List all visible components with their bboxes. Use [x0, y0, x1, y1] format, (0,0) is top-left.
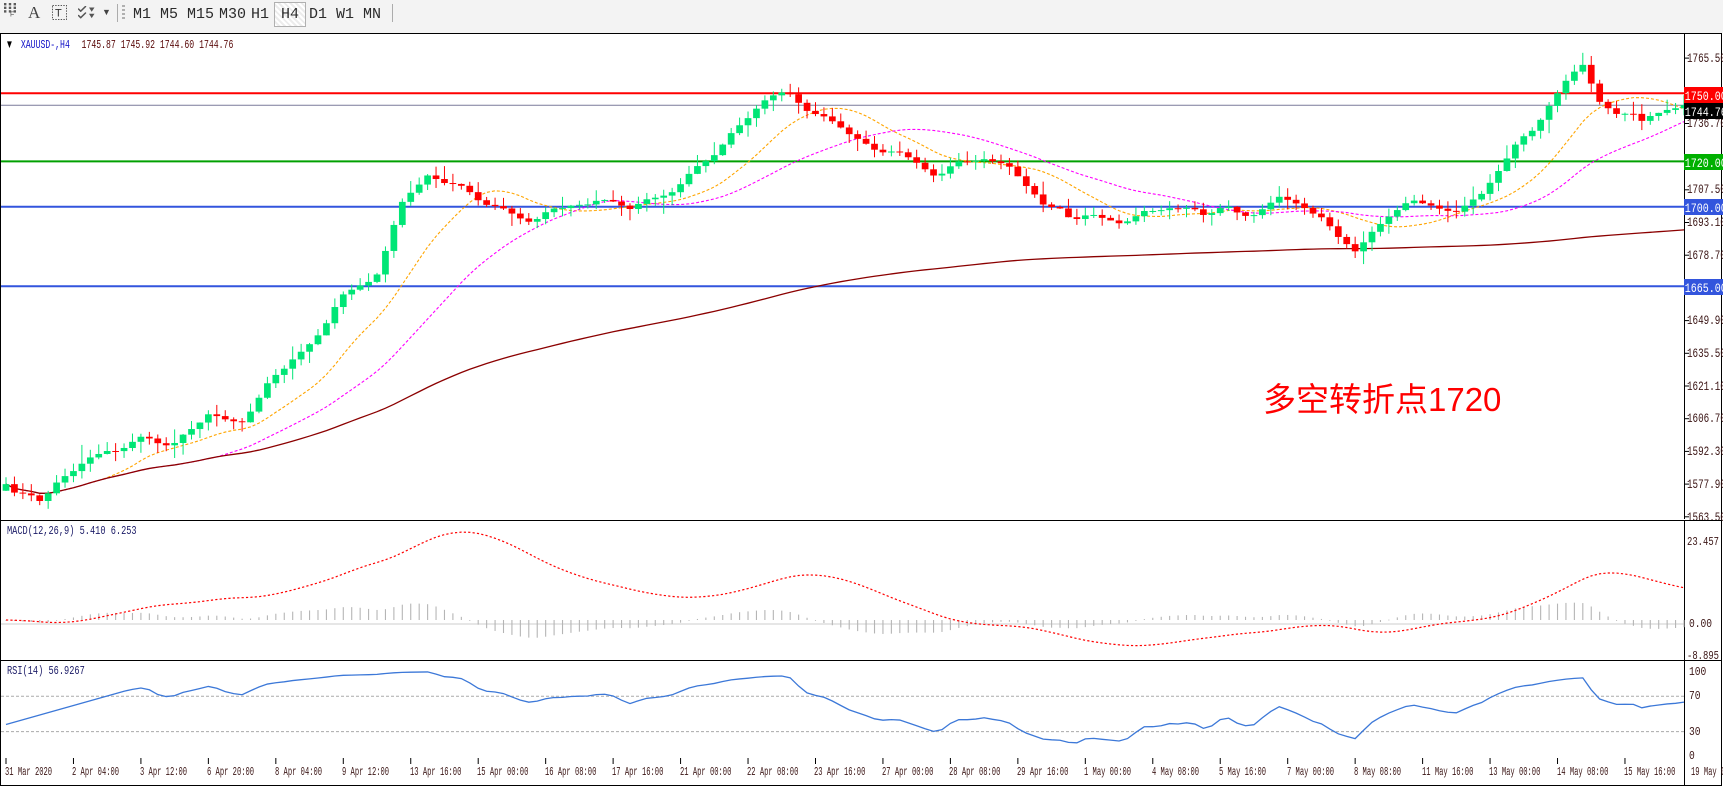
svg-text:F: F — [10, 12, 14, 18]
svg-text:T: T — [55, 8, 62, 20]
svg-text:多空转折点1720: 多空转折点1720 — [1263, 381, 1501, 418]
